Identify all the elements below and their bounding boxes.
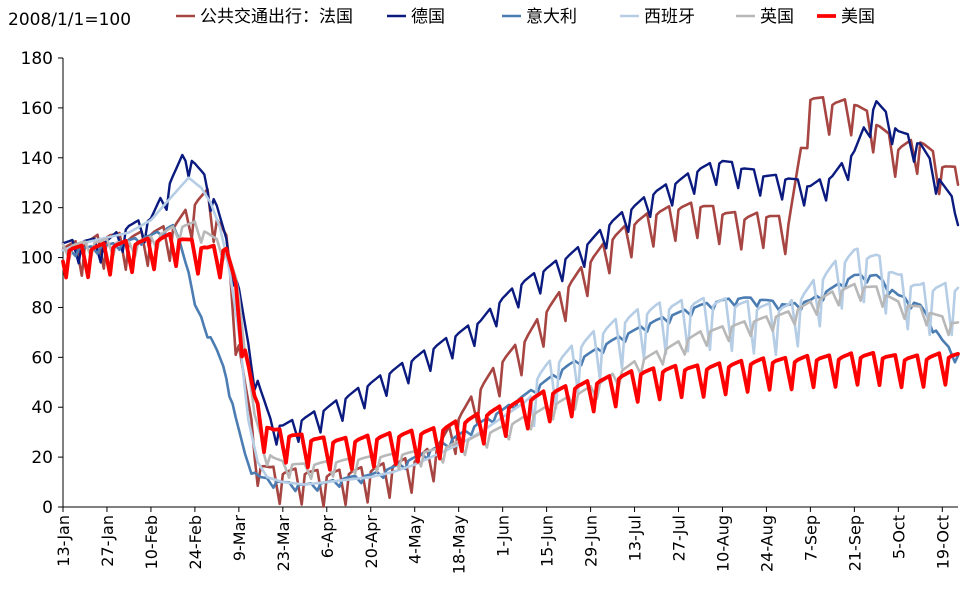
x-tick-label: 10-Aug	[713, 515, 732, 572]
y-tick-label: 80	[31, 298, 53, 318]
y-tick-label: 20	[31, 448, 53, 468]
legend-label-3: 意大利	[526, 7, 577, 27]
y-tick-label: 60	[31, 348, 53, 368]
x-tick-label: 5-Oct	[889, 515, 908, 559]
y-tick-label: 0	[42, 498, 53, 518]
series-line-5	[61, 220, 960, 481]
y-tick-label: 180	[21, 49, 53, 69]
legend: 公共交通出行：法国 德国 意大利 西班牙 英国 美国	[176, 7, 875, 27]
y-tick-label: 120	[21, 199, 53, 219]
x-axis: 13-Jan 27-Jan 10-Feb 24-Feb 9-Mar 23-Mar 6-Apr…	[54, 506, 958, 574]
x-tick-label: 19-Oct	[933, 515, 952, 569]
x-tick-label: 27-Jul	[670, 515, 689, 561]
y-tick-label: 100	[21, 249, 53, 269]
x-tick-label: 24-Aug	[757, 515, 776, 572]
x-tick-label: 18-May	[450, 515, 469, 574]
x-tick-label: 20-Apr	[362, 515, 381, 569]
legend-label-5: 英国	[760, 7, 794, 27]
x-tick-label: 10-Feb	[142, 515, 161, 569]
index-base-note: 2008/1/1=100	[8, 10, 131, 30]
x-tick-label: 29-Jun	[582, 515, 601, 567]
legend-label-4: 西班牙	[644, 7, 695, 27]
legend-label-6: 美国	[841, 7, 875, 27]
y-tick-label: 40	[31, 398, 53, 418]
x-tick-label: 6-Apr	[318, 515, 337, 559]
plot-area	[61, 96, 960, 508]
x-tick-label: 15-Jun	[538, 515, 557, 567]
series-line-6	[61, 231, 960, 472]
x-tick-label: 4-May	[406, 515, 425, 564]
series-line-4	[61, 176, 960, 486]
x-tick-label: 24-Feb	[186, 515, 205, 569]
y-tick-label: 140	[21, 149, 53, 169]
x-tick-label: 21-Sep	[845, 515, 864, 571]
y-axis: 0 20 40 60 80 100 120 140 160 180	[21, 49, 64, 518]
x-tick-label: 13-Jul	[626, 515, 645, 561]
y-tick-label: 160	[21, 99, 53, 119]
x-tick-label: 27-Jan	[98, 515, 117, 567]
legend-label-1: 公共交通出行：法国	[200, 7, 353, 27]
x-tick-label: 13-Jan	[54, 515, 73, 567]
x-tick-label: 1-Jun	[494, 515, 513, 557]
legend-label-2: 德国	[411, 7, 445, 27]
series-line-1	[61, 96, 960, 508]
x-tick-label: 23-Mar	[274, 515, 293, 572]
x-tick-label: 7-Sep	[801, 515, 820, 561]
x-tick-label: 9-Mar	[230, 515, 249, 562]
